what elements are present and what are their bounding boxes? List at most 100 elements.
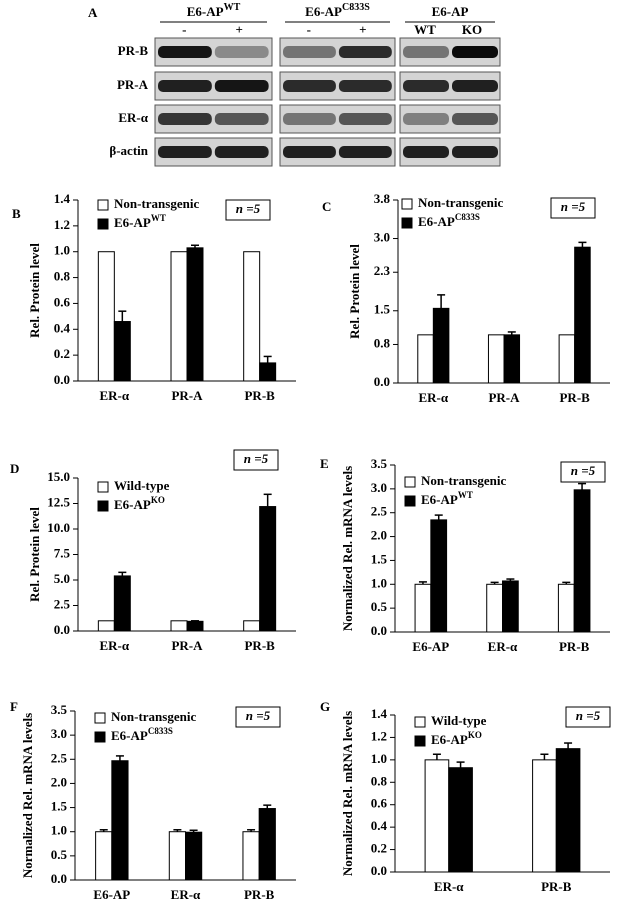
annotation-box xyxy=(235,706,281,728)
blot-group-title-sup: WT xyxy=(224,2,241,13)
blot-row-label: PR-B xyxy=(118,43,149,58)
bar xyxy=(573,489,591,633)
blot-band xyxy=(214,113,269,125)
blot-band xyxy=(452,113,498,125)
error-bar xyxy=(507,331,516,335)
legend-label: Non-transgenic xyxy=(421,473,506,488)
legend-label: E6-APKO xyxy=(114,495,165,512)
legend-swatch xyxy=(404,476,416,488)
legend-label: E6-APKO xyxy=(431,730,482,747)
blot-group-title-main: E6-AP xyxy=(187,4,224,19)
y-tick-label: 2.5 xyxy=(371,504,388,519)
blot-group-title: E6-AP xyxy=(432,4,469,19)
y-tick-label: 1.5 xyxy=(371,551,388,566)
error-bar xyxy=(190,620,199,622)
bar xyxy=(95,831,113,881)
error-bar xyxy=(173,829,182,832)
y-tick-label: 1.0 xyxy=(54,243,70,258)
error-bar xyxy=(437,294,446,309)
y-axis-label: Normalized Rel. mRNA levels xyxy=(340,711,355,876)
y-axis-label: Rel. Protein level xyxy=(347,244,362,339)
y-tick-label: 1.4 xyxy=(371,706,388,721)
y-tick-label: 1.0 xyxy=(51,823,67,838)
blot-band xyxy=(452,46,498,58)
x-tick-label: ER-α xyxy=(171,887,201,899)
legend-label-main: Wild-type xyxy=(114,478,170,493)
legend-label-sup: C833S xyxy=(455,212,480,222)
annotation-box xyxy=(565,706,611,728)
annotation: n =5 xyxy=(571,463,596,478)
blot-band xyxy=(283,80,336,92)
legend-label: E6-APC833S xyxy=(111,726,173,743)
blot-band xyxy=(338,146,392,158)
x-tick-label: PR-A xyxy=(488,390,520,405)
x-tick-label: PR-B xyxy=(244,388,275,403)
bar xyxy=(113,575,131,632)
error-bar xyxy=(247,829,256,832)
blot-band xyxy=(283,113,336,125)
annotation: n =5 xyxy=(576,708,601,723)
y-tick-label: 3.0 xyxy=(374,230,390,245)
y-axis-label: Normalized Rel. mRNA levels xyxy=(20,713,35,878)
error-bar xyxy=(490,581,499,585)
annotation-box xyxy=(233,449,279,471)
panel-label: A xyxy=(88,5,98,20)
y-tick-label: 0.2 xyxy=(371,841,387,856)
legend-label-sup: C833S xyxy=(148,726,173,736)
y-tick-label: 0.6 xyxy=(54,294,71,309)
legend-label-sup: KO xyxy=(151,495,165,505)
bar xyxy=(97,620,115,632)
blot-band xyxy=(214,80,269,92)
annotation: n =5 xyxy=(244,451,269,466)
y-tick-label: 0.8 xyxy=(371,773,388,788)
error-bar xyxy=(189,829,198,833)
legend-label-main: Non-transgenic xyxy=(111,709,196,724)
bar xyxy=(242,831,260,881)
x-tick-label: PR-B xyxy=(244,887,275,899)
y-axis-label: Rel. Protein level xyxy=(27,507,42,602)
x-tick-label: ER-α xyxy=(100,638,130,653)
bar xyxy=(417,334,434,384)
y-tick-label: 3.8 xyxy=(374,191,391,206)
blot-band xyxy=(452,146,498,158)
blot-band xyxy=(403,46,449,58)
y-tick-label: 12.5 xyxy=(47,494,70,509)
blot-group-title-main: E6-AP xyxy=(305,4,342,19)
y-axis-label: Normalized Rel. mRNA levels xyxy=(340,466,355,631)
blot-band xyxy=(158,146,212,158)
legend-label: E6-APWT xyxy=(421,490,473,507)
blot-group-title: E6-APC833S xyxy=(305,2,370,19)
panel-label: F xyxy=(10,699,18,714)
legend-label-main: Non-transgenic xyxy=(421,473,506,488)
legend-label-sup: WT xyxy=(458,490,473,500)
legend-swatch xyxy=(94,731,106,743)
error-bar xyxy=(118,571,127,576)
y-tick-label: 0.6 xyxy=(371,796,388,811)
bar xyxy=(487,334,505,384)
bar xyxy=(574,246,591,384)
x-tick-label: ER-α xyxy=(100,388,130,403)
error-bar xyxy=(263,355,272,363)
y-tick-label: 1.0 xyxy=(371,751,387,766)
y-tick-label: 2.0 xyxy=(51,774,67,789)
blot-band xyxy=(403,113,449,125)
y-tick-label: 0.2 xyxy=(54,346,70,361)
error-bar xyxy=(506,578,515,581)
annotation: n =5 xyxy=(561,199,586,214)
annotation-box xyxy=(225,199,271,221)
panel-label: B xyxy=(12,206,21,221)
bar xyxy=(185,831,203,881)
x-tick-label: PR-B xyxy=(541,879,572,894)
blot-group-title-main: E6-AP xyxy=(432,4,469,19)
y-tick-label: 3.0 xyxy=(371,480,387,495)
bar xyxy=(111,760,129,881)
blot-group-title-sup: C833S xyxy=(342,2,370,13)
error-bar xyxy=(115,755,124,761)
annotation-box xyxy=(550,197,596,219)
bar xyxy=(503,334,521,384)
legend-label: Non-transgenic xyxy=(114,196,199,211)
y-tick-label: 1.5 xyxy=(51,799,68,814)
y-tick-label: 10.0 xyxy=(47,520,70,535)
y-tick-label: 7.5 xyxy=(54,545,71,560)
